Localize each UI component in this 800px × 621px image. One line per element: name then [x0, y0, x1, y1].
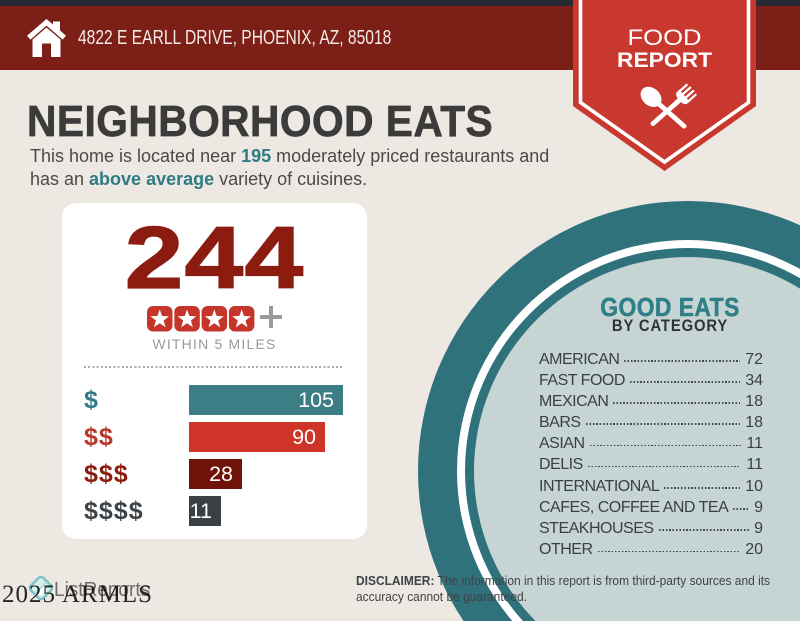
- svg-text:FOOD: FOOD: [628, 25, 702, 50]
- svg-text:REPORT: REPORT: [617, 48, 712, 72]
